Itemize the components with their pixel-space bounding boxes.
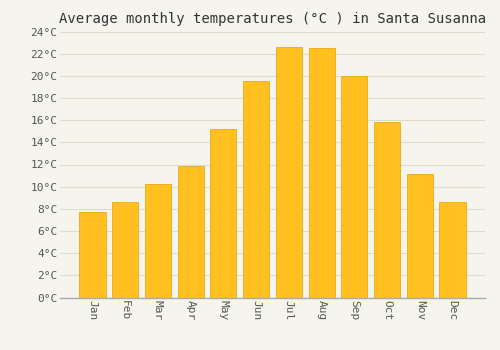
Bar bbox=[440, 202, 466, 298]
Bar bbox=[374, 122, 400, 298]
Bar bbox=[178, 166, 204, 298]
Bar bbox=[145, 184, 171, 298]
Bar bbox=[342, 76, 367, 298]
Title: Average monthly temperatures (°C ) in Santa Susanna: Average monthly temperatures (°C ) in Sa… bbox=[59, 12, 486, 26]
Bar bbox=[308, 48, 334, 298]
Bar bbox=[276, 47, 302, 298]
Bar bbox=[210, 129, 236, 298]
Bar bbox=[243, 82, 269, 298]
Bar bbox=[406, 175, 433, 298]
Bar bbox=[80, 212, 106, 298]
Bar bbox=[112, 202, 138, 298]
